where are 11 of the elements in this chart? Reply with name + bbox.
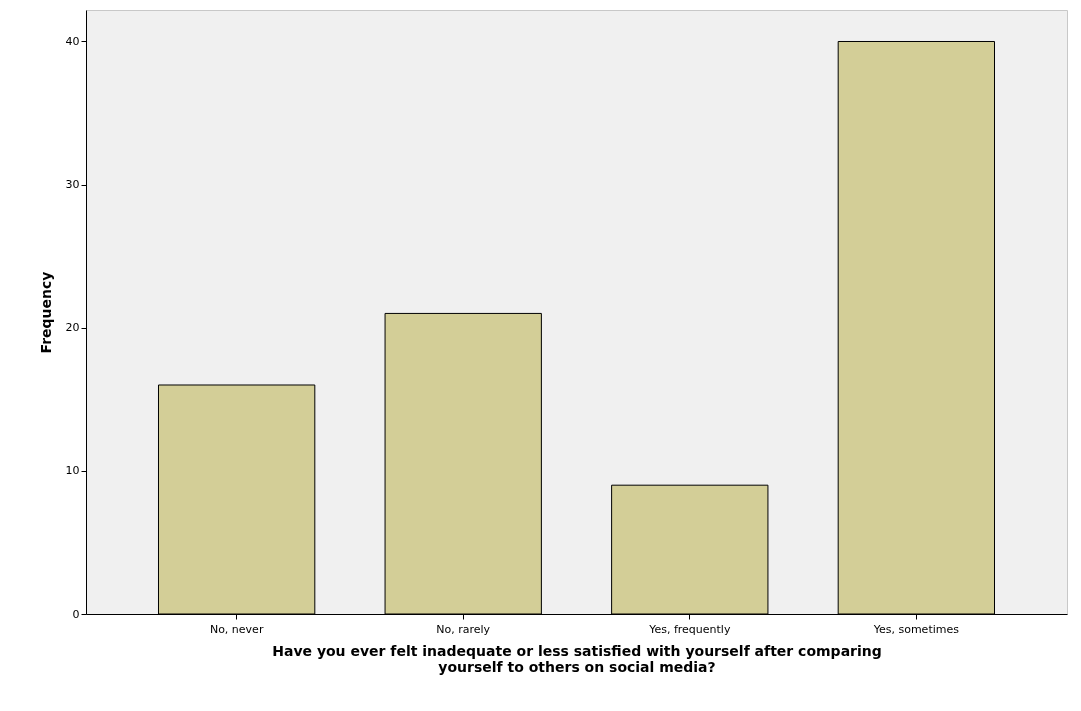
x-tick-label: Yes, frequently: [648, 622, 731, 636]
y-tick-label: 0: [72, 607, 80, 621]
y-tick-label: 30: [65, 178, 80, 192]
y-tick-label: 20: [65, 321, 80, 335]
x-tick-label: No, rarely: [436, 622, 491, 636]
y-axis-title: Frequency: [37, 271, 54, 354]
y-tick-label: 10: [65, 464, 80, 478]
x-axis-title: Have you ever felt inadequate or less satisfied with yourself after comparing yourself to others on social media?: [272, 642, 882, 675]
x-tick-label: Yes, sometimes: [872, 622, 960, 636]
y-tick-label: 40: [65, 34, 80, 48]
x-tick-label: No, never: [209, 622, 264, 636]
